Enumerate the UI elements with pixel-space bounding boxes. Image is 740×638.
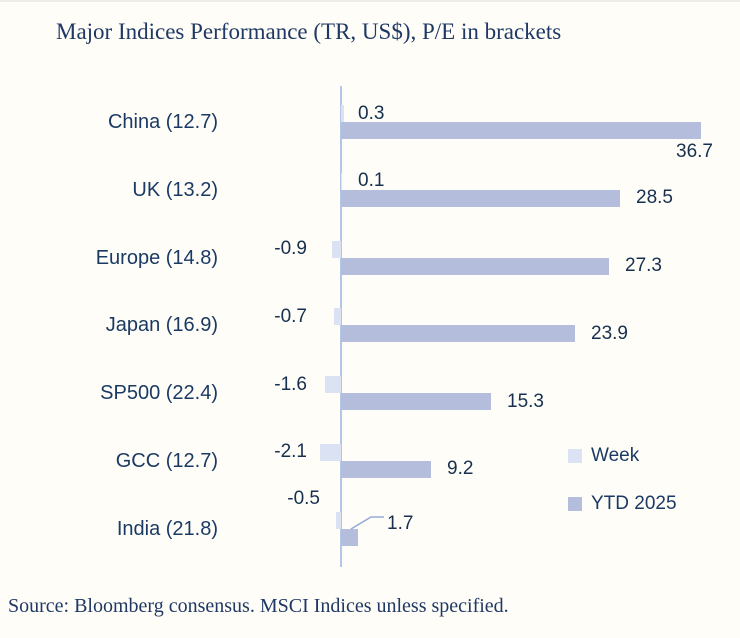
chart-title: Major Indices Performance (TR, US$), P/E… bbox=[56, 19, 562, 44]
data-label-ytd-japan: 23.9 bbox=[591, 322, 628, 344]
bar-ytd-europe bbox=[341, 257, 609, 275]
bar-ytd-uk bbox=[341, 189, 620, 207]
data-label-week-india: -0.5 bbox=[287, 488, 320, 509]
data-label-week-gcc: -2.1 bbox=[274, 441, 307, 463]
legend-swatch-ytd bbox=[568, 497, 582, 511]
data-label-week-europe: -0.9 bbox=[274, 238, 307, 259]
bar-ytd-sp500 bbox=[341, 393, 491, 410]
legend-label-ytd: YTD 2025 bbox=[591, 493, 677, 514]
category-label-europe: Europe (14.8) bbox=[95, 246, 218, 269]
data-label-ytd-uk: 28.5 bbox=[636, 187, 673, 209]
category-label-india: India (21.8) bbox=[116, 517, 218, 540]
source-note: Source: Bloomberg consensus. MSCI Indice… bbox=[8, 595, 509, 617]
category-label-sp500: SP500 (22.4) bbox=[100, 382, 218, 404]
bar-ytd-japan bbox=[341, 325, 575, 343]
legend-swatch-week bbox=[568, 449, 582, 463]
leader-line-india bbox=[350, 516, 384, 530]
bar-week-uk bbox=[341, 172, 342, 190]
data-label-week-sp500: -1.6 bbox=[274, 373, 307, 395]
data-label-ytd-sp500: 15.3 bbox=[507, 390, 544, 412]
bar-week-sp500 bbox=[325, 376, 341, 393]
bar-week-gcc bbox=[320, 443, 341, 461]
bar-ytd-gcc bbox=[341, 460, 431, 478]
bar-ytd-china bbox=[341, 122, 701, 139]
category-label-china: China (12.7) bbox=[107, 111, 218, 133]
data-label-week-china: 0.3 bbox=[358, 102, 385, 124]
data-label-week-japan: -0.7 bbox=[274, 305, 307, 327]
bar-ytd-india bbox=[341, 528, 358, 546]
category-label-gcc: GCC (12.7) bbox=[115, 449, 218, 472]
bar-week-china bbox=[341, 105, 344, 122]
data-label-week-uk: 0.1 bbox=[358, 170, 385, 192]
category-label-uk: UK (13.2) bbox=[132, 178, 218, 201]
bar-week-europe bbox=[332, 240, 341, 258]
bar-week-japan bbox=[334, 308, 341, 326]
legend-label-week: Week bbox=[591, 445, 640, 466]
legend-item-week: Week bbox=[568, 445, 639, 467]
data-label-ytd-india: 1.7 bbox=[387, 513, 414, 534]
category-label-japan: Japan (16.9) bbox=[105, 314, 218, 337]
data-label-ytd-china: 36.7 bbox=[676, 141, 713, 162]
legend-item-ytd: YTD 2025 bbox=[568, 493, 677, 515]
bar-week-india bbox=[336, 511, 341, 529]
data-label-ytd-gcc: 9.2 bbox=[447, 458, 474, 480]
data-label-ytd-europe: 27.3 bbox=[625, 255, 662, 276]
